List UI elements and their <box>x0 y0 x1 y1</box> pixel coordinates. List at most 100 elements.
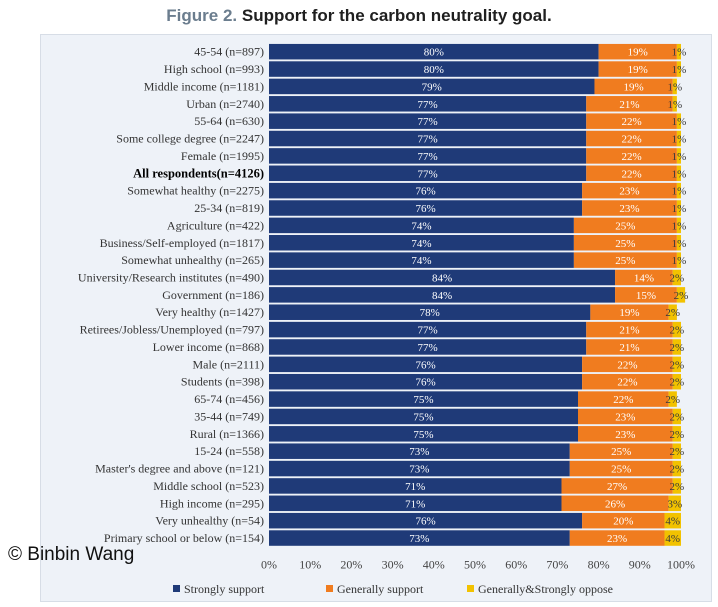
x-tick-label: 60% <box>505 558 527 572</box>
bar-segment <box>586 321 673 338</box>
data-label: 77% <box>418 116 438 128</box>
data-label: 19% <box>619 307 639 319</box>
data-label: 77% <box>418 168 438 180</box>
data-label: 22% <box>621 116 641 128</box>
bar-segment <box>269 391 578 407</box>
data-label: 79% <box>422 81 442 93</box>
bar-segment <box>586 339 673 355</box>
category-label: Business/Self-employed (n=1817) <box>100 236 264 250</box>
data-label: 73% <box>409 464 429 476</box>
category-label: Male (n=2111) <box>192 357 264 371</box>
data-label: 15% <box>636 290 656 302</box>
bar-segment <box>668 304 677 320</box>
bar-segment <box>598 43 677 60</box>
bar-segment <box>269 426 578 442</box>
data-label: 77% <box>418 134 438 146</box>
x-tick-label: 80% <box>588 558 610 572</box>
data-label: 2% <box>670 272 685 284</box>
bar-segment <box>586 148 677 164</box>
category-label: Lower income (n=868) <box>153 340 264 354</box>
data-label: 84% <box>432 272 452 284</box>
category-label: High income (n=295) <box>160 496 264 510</box>
bar-segment <box>269 200 583 216</box>
bar-segment <box>269 495 562 512</box>
data-label: 2% <box>665 394 680 406</box>
category-label: 35-44 (n=749) <box>194 409 264 423</box>
bar-segment <box>269 130 587 147</box>
data-label: 1% <box>672 186 687 198</box>
data-label: 20% <box>613 516 633 528</box>
data-label: 22% <box>621 151 641 163</box>
bar-segment <box>269 235 574 251</box>
bar-segment <box>573 235 677 251</box>
figure-number: Figure 2. <box>166 6 238 25</box>
data-label: 22% <box>617 359 637 371</box>
data-label: 76% <box>415 377 435 389</box>
category-label: Very unhealthy (n=54) <box>155 514 264 528</box>
bar-segment <box>269 61 599 77</box>
bar-segment <box>569 460 673 477</box>
data-label: 76% <box>415 516 435 528</box>
bar-segment <box>269 182 583 199</box>
bar-segment <box>269 478 562 494</box>
data-label: 75% <box>413 429 433 441</box>
category-label: 15-24 (n=558) <box>194 444 264 458</box>
bar-segment <box>573 217 677 234</box>
bar-segment <box>672 78 677 95</box>
legend-swatch <box>467 585 474 592</box>
data-label: 73% <box>409 533 429 545</box>
data-label: 2% <box>670 429 685 441</box>
data-label: 22% <box>621 168 641 180</box>
bar-segment <box>672 460 681 477</box>
bar-segment <box>561 478 673 494</box>
category-label: Middle income (n=1181) <box>144 79 264 93</box>
bar-segment <box>598 61 677 77</box>
category-label: 45-54 (n=897) <box>194 45 264 59</box>
data-label: 2% <box>670 481 685 493</box>
bar-segment <box>269 443 570 459</box>
data-label: 2% <box>665 307 680 319</box>
data-label: 2% <box>670 464 685 476</box>
data-label: 4% <box>665 533 680 545</box>
category-label: Middle school (n=523) <box>153 479 264 493</box>
bar-segment <box>676 61 681 77</box>
bar-segment <box>561 495 669 512</box>
x-tick-label: 70% <box>546 558 568 572</box>
data-label: 71% <box>405 498 425 510</box>
bar-segment <box>676 252 681 268</box>
copyright-notice: © Binbin Wang <box>8 544 135 565</box>
data-label: 77% <box>418 151 438 163</box>
data-label: 22% <box>621 134 641 146</box>
bar-segment <box>569 530 665 546</box>
data-label: 2% <box>670 359 685 371</box>
data-label: 1% <box>667 81 682 93</box>
data-label: 71% <box>405 481 425 493</box>
bar-segment <box>578 426 673 442</box>
data-label: 76% <box>415 186 435 198</box>
data-label: 19% <box>628 64 648 76</box>
legend-label: Strongly support <box>184 582 265 596</box>
data-label: 23% <box>615 411 635 423</box>
bar-segment <box>664 530 681 546</box>
bar-segment <box>676 43 681 60</box>
data-label: 26% <box>605 498 625 510</box>
data-label: 80% <box>424 47 444 59</box>
bar-segment <box>582 373 673 390</box>
bar-segment <box>582 356 673 373</box>
bar-segment <box>269 252 574 268</box>
x-tick-label: 0% <box>261 558 277 572</box>
bar-segment <box>586 165 677 182</box>
bar-segment <box>269 321 587 338</box>
data-label: 75% <box>413 411 433 423</box>
bar-segment <box>269 113 587 129</box>
data-label: 1% <box>672 116 687 128</box>
category-label: Somewhat unhealthy (n=265) <box>121 253 264 267</box>
bar-segment <box>672 339 681 355</box>
data-label: 77% <box>418 342 438 354</box>
data-label: 23% <box>615 429 635 441</box>
data-label: 1% <box>672 134 687 146</box>
data-label: 1% <box>672 151 687 163</box>
data-label: 2% <box>674 290 689 302</box>
data-label: 2% <box>670 411 685 423</box>
category-label: University/Research institutes (n=490) <box>78 270 264 284</box>
